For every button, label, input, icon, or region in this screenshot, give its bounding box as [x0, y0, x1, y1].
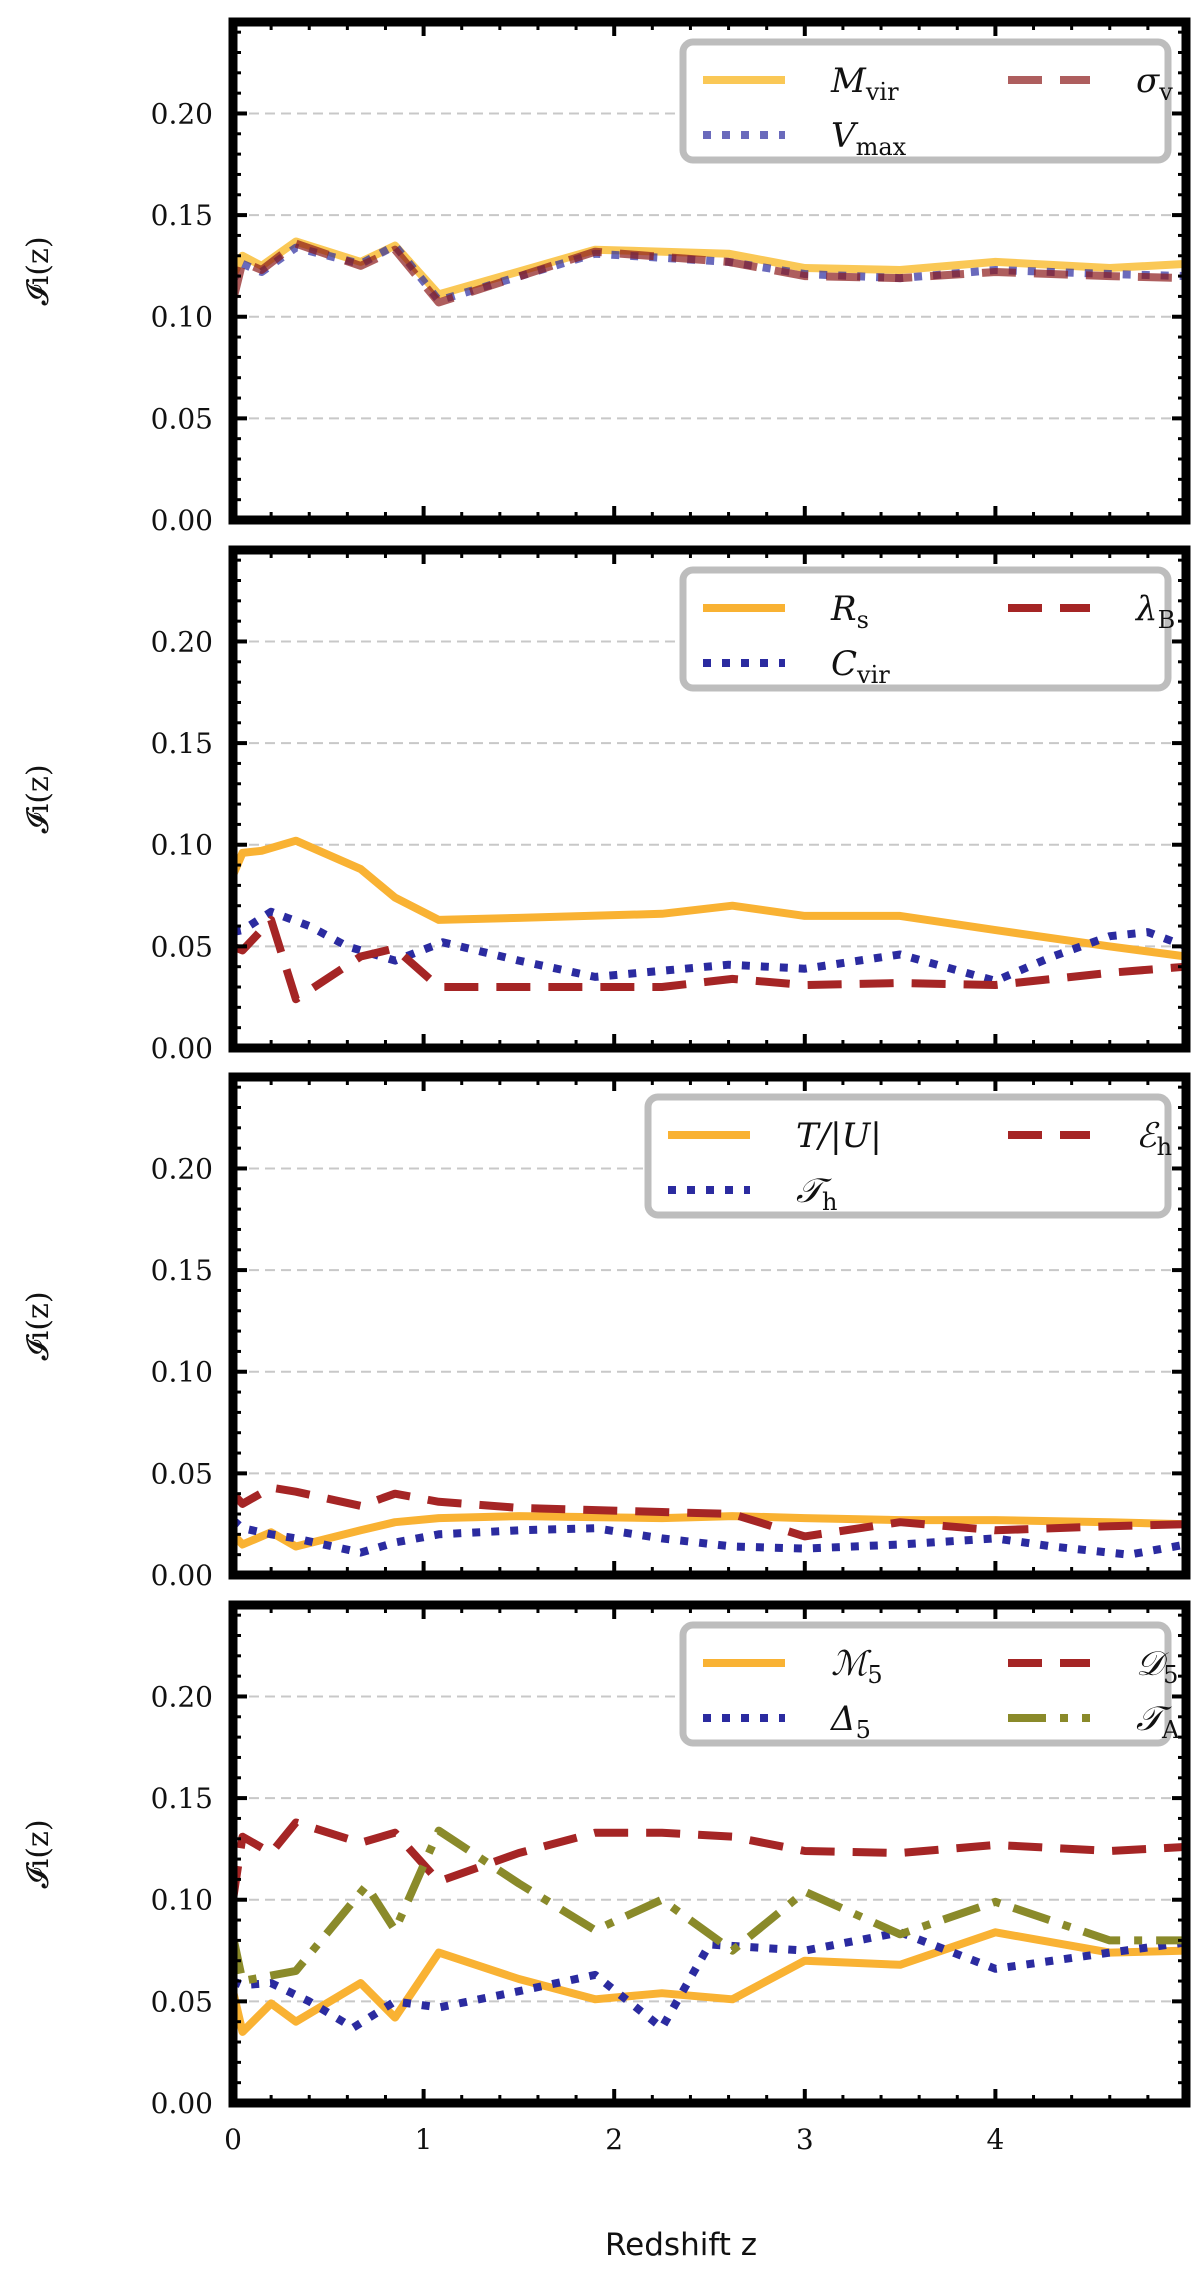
- y-tick-label: 0.20: [151, 625, 213, 658]
- series-line: [229, 237, 1187, 299]
- panel-2: 0.00 0.05 0.10 0.15 0.20 𝓘i(z) Rs Cvir λB: [21, 545, 1191, 1065]
- legend-label: T/|U|: [796, 1116, 882, 1156]
- y-tick-label: 0.05: [151, 402, 213, 435]
- panel-3: 0.00 0.05 0.10 0.15 0.20 𝓘i(z) T/|U| 𝒯h ℰh: [21, 1072, 1191, 1592]
- y-tick-label: 0.20: [151, 1152, 213, 1185]
- legend-box: [679, 1621, 1172, 1747]
- series-line: [230, 1512, 1187, 1551]
- y-tick-label: 0.20: [151, 1680, 213, 1713]
- legend-box: [679, 38, 1172, 164]
- legend-label: 𝒯A: [1136, 1699, 1180, 1744]
- series-line: [229, 239, 1187, 307]
- y-tick-label: 0.05: [151, 1457, 213, 1490]
- y-tick-label: 0.00: [151, 504, 213, 537]
- y-tick-label: 0.10: [151, 829, 213, 862]
- series-line: [229, 1818, 1187, 1901]
- x-tick-label: 4: [986, 2123, 1004, 2156]
- x-tick-label: 3: [796, 2123, 814, 2156]
- y-axis-title: 𝓘i(z): [21, 1819, 56, 1888]
- axes-frame: [228, 1600, 1191, 2108]
- axes-frame: [228, 545, 1191, 1053]
- legend-label: ℰh: [1136, 1116, 1172, 1161]
- y-tick-label: 0.20: [151, 97, 213, 130]
- panels-group: 0.000.050.100.150.20𝓘i(z)MvirVmaxσv0.000…: [21, 17, 1191, 2156]
- y-tick-label: 0.15: [151, 727, 213, 760]
- legend-label: Rs: [830, 589, 869, 634]
- series-line: [231, 915, 1187, 1004]
- series-line: [231, 1928, 1187, 2032]
- axes-frame: [228, 1072, 1191, 1580]
- series-line: [232, 907, 1188, 985]
- legend-label: Cvir: [831, 644, 890, 689]
- y-axis-title: 𝓘i(z): [21, 236, 56, 305]
- y-axis-title: 𝓘i(z): [21, 764, 56, 833]
- x-tick-label: 1: [415, 2123, 433, 2156]
- y-tick-label: 0.00: [151, 1032, 213, 1065]
- series-line: [229, 836, 1187, 961]
- legend-label: Vmax: [831, 116, 907, 161]
- legend: ℳ5 Δ5 𝒟5 𝒯A: [679, 1621, 1180, 1747]
- series-line: [230, 1517, 1187, 1559]
- y-tick-label: 0.15: [151, 1782, 213, 1815]
- y-tick-label: 0.15: [151, 199, 213, 232]
- series-line: [230, 1483, 1187, 1541]
- y-axis-title: 𝓘i(z): [21, 1291, 56, 1360]
- y-tick-label: 0.05: [151, 930, 213, 963]
- legend-label: 𝒟5: [1136, 1644, 1178, 1689]
- panel-4: 0.00 0.05 0.10 0.15 0.20 0 1 2 3 4 𝓘i(z) ℳ5 Δ5 𝒟5 𝒯A: [21, 1600, 1191, 2156]
- legend-label: λB: [1134, 589, 1175, 634]
- series-line: [229, 1826, 1186, 1985]
- y-tick-label: 0.10: [151, 1356, 213, 1389]
- x-tick-label: 0: [224, 2123, 242, 2156]
- legend-box: [679, 566, 1172, 692]
- legend: Rs Cvir λB: [679, 566, 1175, 692]
- legend-label: Mvir: [830, 61, 899, 106]
- legend-label: σv: [1136, 61, 1173, 106]
- y-tick-label: 0.00: [151, 2087, 213, 2120]
- x-axis-label: Redshift z: [605, 2227, 757, 2263]
- axes-frame: [228, 17, 1191, 525]
- legend: Mvir Vmax σv: [679, 38, 1173, 164]
- y-tick-label: 0.10: [151, 301, 213, 334]
- legend: T/|U| 𝒯h ℰh: [644, 1093, 1172, 1219]
- panel-1: 0.00 0.05 0.10 0.15 0.20 𝓘i(z) Mvir Vmax σv: [21, 17, 1191, 537]
- legend-box: [644, 1093, 1172, 1219]
- legend-label: 𝒯h: [796, 1171, 838, 1216]
- series-line: [229, 1928, 1187, 2036]
- legend-label: ℳ5: [831, 1644, 883, 1689]
- legend-label: Δ5: [829, 1699, 871, 1744]
- y-tick-label: 0.05: [151, 1985, 213, 2018]
- y-tick-label: 0.15: [151, 1254, 213, 1287]
- y-tick-label: 0.00: [151, 1559, 213, 1592]
- y-tick-label: 0.10: [151, 1884, 213, 1917]
- x-tick-label: 2: [605, 2123, 623, 2156]
